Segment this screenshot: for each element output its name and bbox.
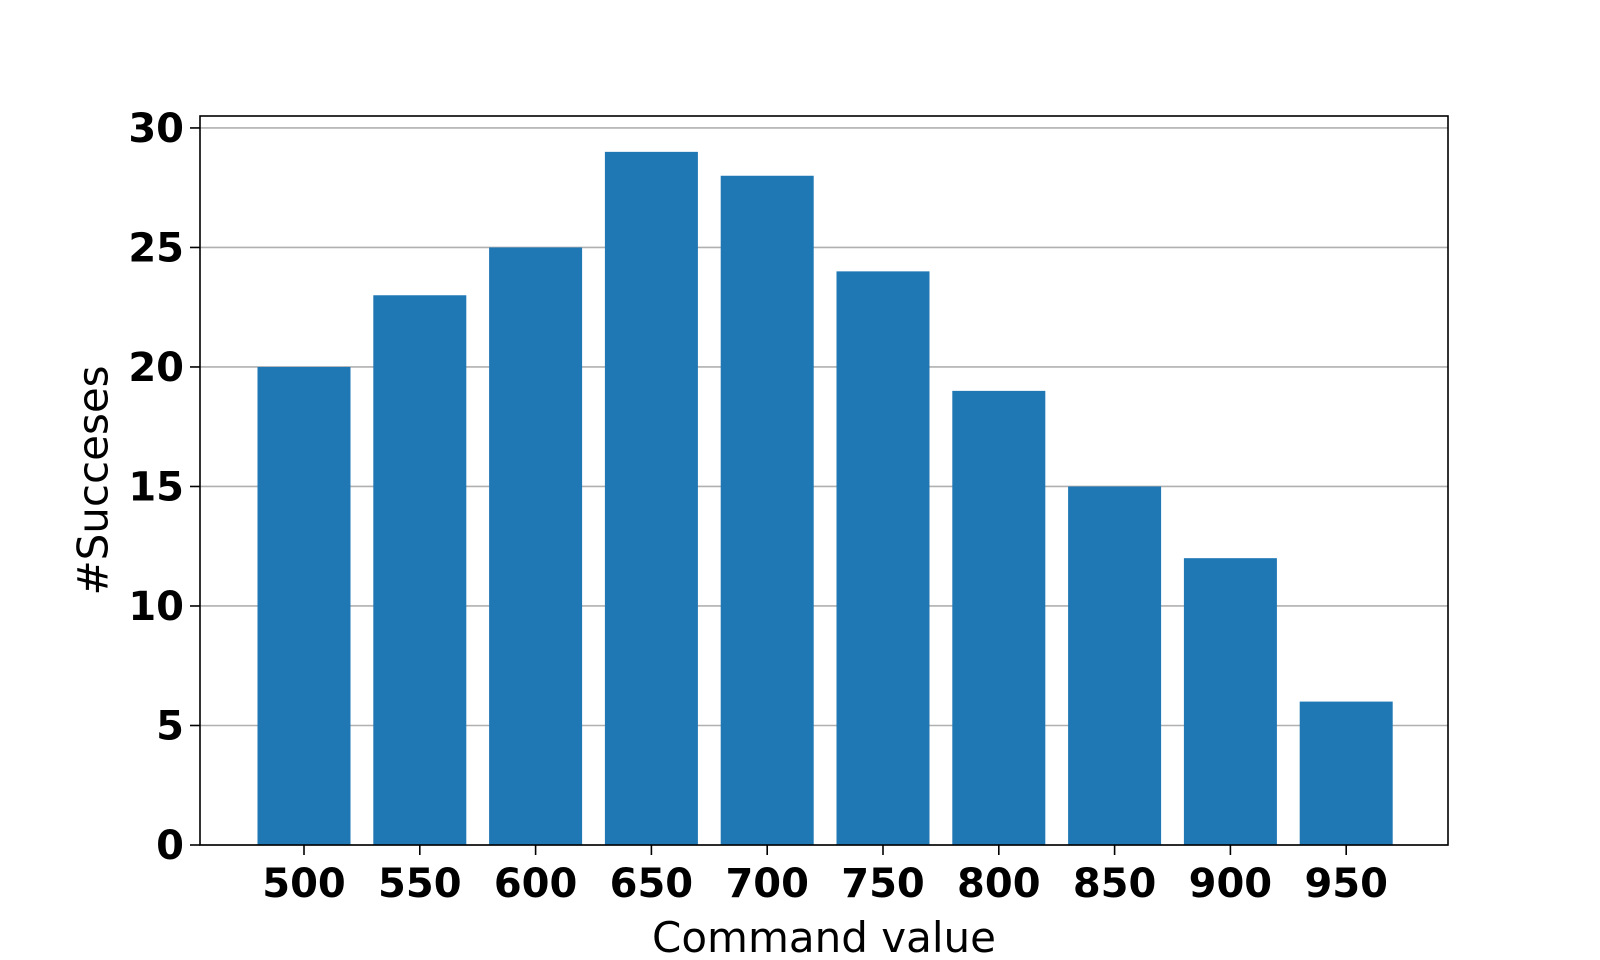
y-axis-ticks: 0 5 10 15 20 25 30 <box>128 106 200 869</box>
x-tick-label: 600 <box>494 861 578 907</box>
x-tick-label: 650 <box>610 861 694 907</box>
y-tick-label: 15 <box>128 464 184 510</box>
y-tick-label: 25 <box>128 225 184 271</box>
x-tick-label: 500 <box>262 861 346 907</box>
x-tick-label: 700 <box>725 861 809 907</box>
y-axis-label: #Succeses <box>69 365 118 595</box>
x-tick-label: 950 <box>1304 861 1388 907</box>
x-tick-label: 550 <box>378 861 462 907</box>
x-tick-label: 850 <box>1073 861 1157 907</box>
x-tick-label: 800 <box>957 861 1041 907</box>
y-tick-label: 0 <box>156 823 184 869</box>
bar-650 <box>604 151 698 845</box>
bar-700 <box>720 175 814 846</box>
x-tick-label: 900 <box>1189 861 1273 907</box>
bar-750 <box>836 271 930 845</box>
y-tick-label: 20 <box>128 345 184 391</box>
x-axis-ticks: 500 550 600 650 700 750 800 850 900 950 <box>262 845 1388 907</box>
x-axis-label: Command value <box>652 913 996 960</box>
y-tick-label: 30 <box>128 106 184 152</box>
x-tick-label: 750 <box>841 861 925 907</box>
bars <box>257 151 1393 846</box>
bar-850 <box>1068 486 1162 845</box>
bar-900 <box>1183 558 1277 845</box>
bar-800 <box>952 390 1046 845</box>
plot-frame <box>199 115 1449 846</box>
bar-950 <box>1299 701 1393 845</box>
y-tick-label: 5 <box>156 703 184 749</box>
bar-500 <box>257 366 351 845</box>
bar-600 <box>489 247 583 846</box>
y-tick-label: 10 <box>128 584 184 630</box>
bar-550 <box>373 295 467 845</box>
